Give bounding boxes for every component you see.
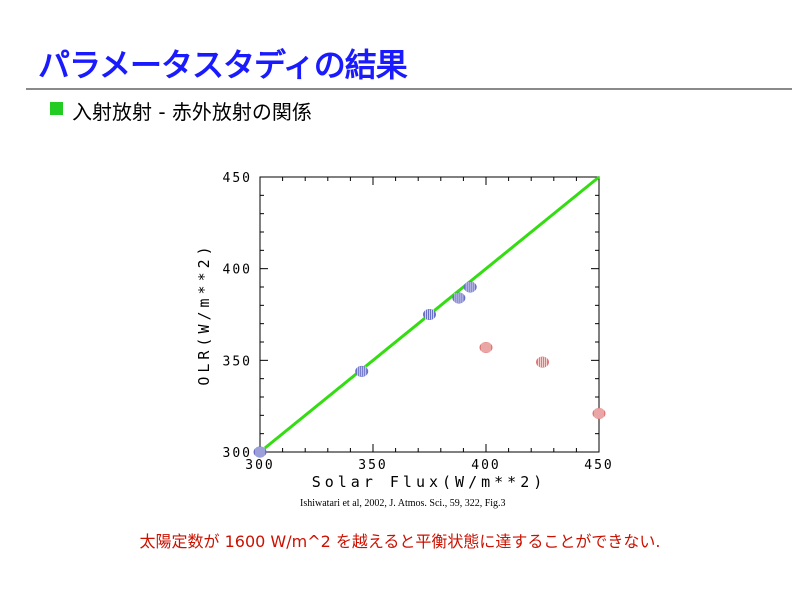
x-tick-label: 300 [245, 458, 274, 473]
y-axis-label: OLR(W/m**2) [195, 242, 213, 385]
data-points [253, 281, 606, 458]
y-tick-label: 300 [223, 446, 252, 461]
y-tick-label: 350 [223, 354, 252, 369]
citation: Ishiwatari et al, 2002, J. Atmos. Sci., … [300, 498, 506, 509]
data-point [423, 309, 436, 320]
x-tick-label: 350 [358, 458, 387, 473]
conclusion-text: 太陽定数が 1600 W/m^2 を越えると平衡状態に達することができない. [139, 532, 661, 551]
data-point [452, 292, 466, 304]
plot-frame [259, 176, 600, 453]
tick-labels: 300 350 400 450 300 350 400 450 [223, 171, 613, 473]
data-point [253, 446, 267, 458]
x-tick-label: 450 [584, 458, 613, 473]
y-tick-label: 400 [223, 263, 252, 278]
x-tick-label: 400 [471, 458, 500, 473]
x-axis-label: Solar Flux(W/m**2) [312, 473, 547, 491]
y-tick-label: 450 [223, 171, 252, 186]
bullet-square-icon [50, 102, 63, 115]
data-point [463, 281, 477, 293]
data-point [592, 408, 606, 419]
bullet-text: 入射放射 - 赤外放射の関係 [72, 100, 312, 124]
title-underline [26, 88, 792, 90]
data-point [479, 342, 493, 353]
slide-title: パラメータスタディの結果 [38, 46, 408, 84]
data-point [536, 356, 549, 368]
data-point [355, 365, 369, 377]
